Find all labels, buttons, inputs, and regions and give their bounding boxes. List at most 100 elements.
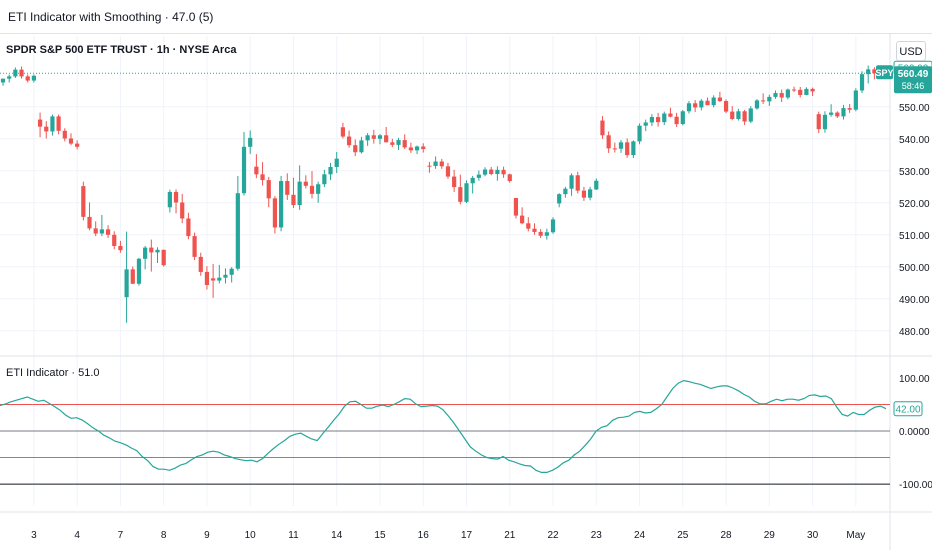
candle-body[interactable] [68, 138, 74, 144]
candle-body[interactable] [520, 215, 525, 224]
candle-body[interactable] [408, 147, 413, 151]
candle-body[interactable] [717, 97, 722, 102]
candle-body[interactable] [377, 135, 383, 139]
candle-body[interactable] [396, 140, 401, 145]
candle-body[interactable] [544, 232, 549, 236]
candle-body[interactable] [662, 113, 667, 123]
candle-body[interactable] [143, 247, 148, 259]
candle-body[interactable] [173, 191, 179, 203]
candle-body[interactable] [606, 135, 611, 149]
candle-body[interactable] [668, 113, 673, 117]
candle-body[interactable] [241, 146, 247, 194]
candle-body[interactable] [266, 180, 271, 199]
candle-body[interactable] [655, 117, 661, 123]
candle-body[interactable] [211, 278, 216, 281]
candle-body[interactable] [773, 93, 778, 97]
candle-body[interactable] [75, 143, 80, 147]
candle-body[interactable] [705, 100, 710, 106]
candle-body[interactable] [279, 181, 284, 228]
candle-body[interactable] [19, 69, 24, 77]
candle-body[interactable] [872, 69, 877, 74]
candle-body[interactable] [785, 89, 790, 98]
candle-body[interactable] [56, 116, 61, 131]
candle-body[interactable] [353, 145, 358, 153]
candle-body[interactable] [458, 187, 463, 202]
candle-body[interactable] [501, 169, 506, 175]
candle-body[interactable] [600, 120, 605, 136]
candle-body[interactable] [736, 111, 741, 119]
candle-body[interactable] [581, 190, 587, 198]
candle-body[interactable] [866, 69, 871, 75]
candle-body[interactable] [557, 194, 562, 204]
candle-body[interactable] [217, 277, 222, 281]
candle-body[interactable] [37, 119, 43, 127]
candle-body[interactable] [699, 100, 704, 108]
candle-body[interactable] [235, 193, 240, 269]
candle-body[interactable] [433, 161, 438, 166]
candle-body[interactable] [513, 198, 519, 216]
candle-body[interactable] [130, 269, 135, 284]
candle-body[interactable] [25, 76, 30, 81]
candle-body[interactable] [334, 158, 339, 167]
candle-body[interactable] [13, 69, 18, 77]
candle-body[interactable] [272, 198, 278, 228]
candle-body[interactable] [81, 186, 86, 217]
candle-body[interactable] [229, 268, 234, 275]
candle-body[interactable] [853, 90, 858, 110]
candle-body[interactable] [476, 174, 481, 178]
candle-body[interactable] [569, 175, 574, 189]
candle-body[interactable] [87, 216, 92, 229]
candle-body[interactable] [62, 130, 67, 139]
candle-body[interactable] [822, 114, 828, 130]
candle-body[interactable] [322, 174, 327, 185]
candle-body[interactable] [371, 135, 376, 139]
candle-body[interactable] [532, 228, 537, 232]
candle-body[interactable] [402, 140, 407, 148]
candle-body[interactable] [816, 114, 821, 130]
candle-body[interactable] [791, 89, 797, 91]
candle-body[interactable] [118, 246, 123, 251]
candle-body[interactable] [563, 188, 568, 195]
candle-body[interactable] [804, 88, 809, 95]
candle-body[interactable] [192, 236, 197, 257]
candle-body[interactable] [365, 135, 370, 141]
candle-body[interactable] [346, 136, 352, 146]
candle-body[interactable] [155, 249, 160, 253]
candle-body[interactable] [180, 202, 185, 219]
candle-body[interactable] [136, 258, 142, 284]
candle-body[interactable] [526, 223, 531, 229]
candle-body[interactable] [7, 76, 12, 79]
candle-body[interactable] [340, 127, 345, 137]
candle-body[interactable] [643, 122, 648, 126]
candle-body[interactable] [186, 218, 191, 237]
candle-body[interactable] [50, 116, 55, 132]
candle-body[interactable] [167, 191, 172, 208]
candle-body[interactable] [637, 125, 642, 142]
candle-body[interactable] [779, 93, 784, 98]
candle-body[interactable] [297, 181, 302, 206]
candle-body[interactable] [847, 108, 852, 110]
candle-body[interactable] [291, 194, 296, 206]
candle-body[interactable] [550, 219, 556, 233]
candle-body[interactable] [328, 166, 333, 175]
candle-body[interactable] [649, 117, 654, 123]
candle-body[interactable] [495, 169, 500, 174]
candle-body[interactable] [859, 74, 865, 91]
candle-body[interactable] [303, 181, 308, 186]
candle-body[interactable] [588, 189, 593, 198]
candle-body[interactable] [686, 103, 692, 112]
candle-body[interactable] [829, 112, 834, 115]
candle-body[interactable] [384, 135, 389, 143]
candle-body[interactable] [470, 177, 475, 184]
candle-body[interactable] [594, 180, 599, 190]
candle-body[interactable] [149, 247, 154, 253]
candle-body[interactable] [798, 89, 803, 95]
candle-body[interactable] [421, 146, 426, 150]
candle-body[interactable] [316, 184, 321, 194]
candle-body[interactable] [390, 142, 395, 145]
candle-body[interactable] [359, 140, 364, 153]
candle-body[interactable] [309, 185, 315, 194]
candle-body[interactable] [105, 229, 111, 235]
candle-body[interactable] [680, 111, 685, 125]
